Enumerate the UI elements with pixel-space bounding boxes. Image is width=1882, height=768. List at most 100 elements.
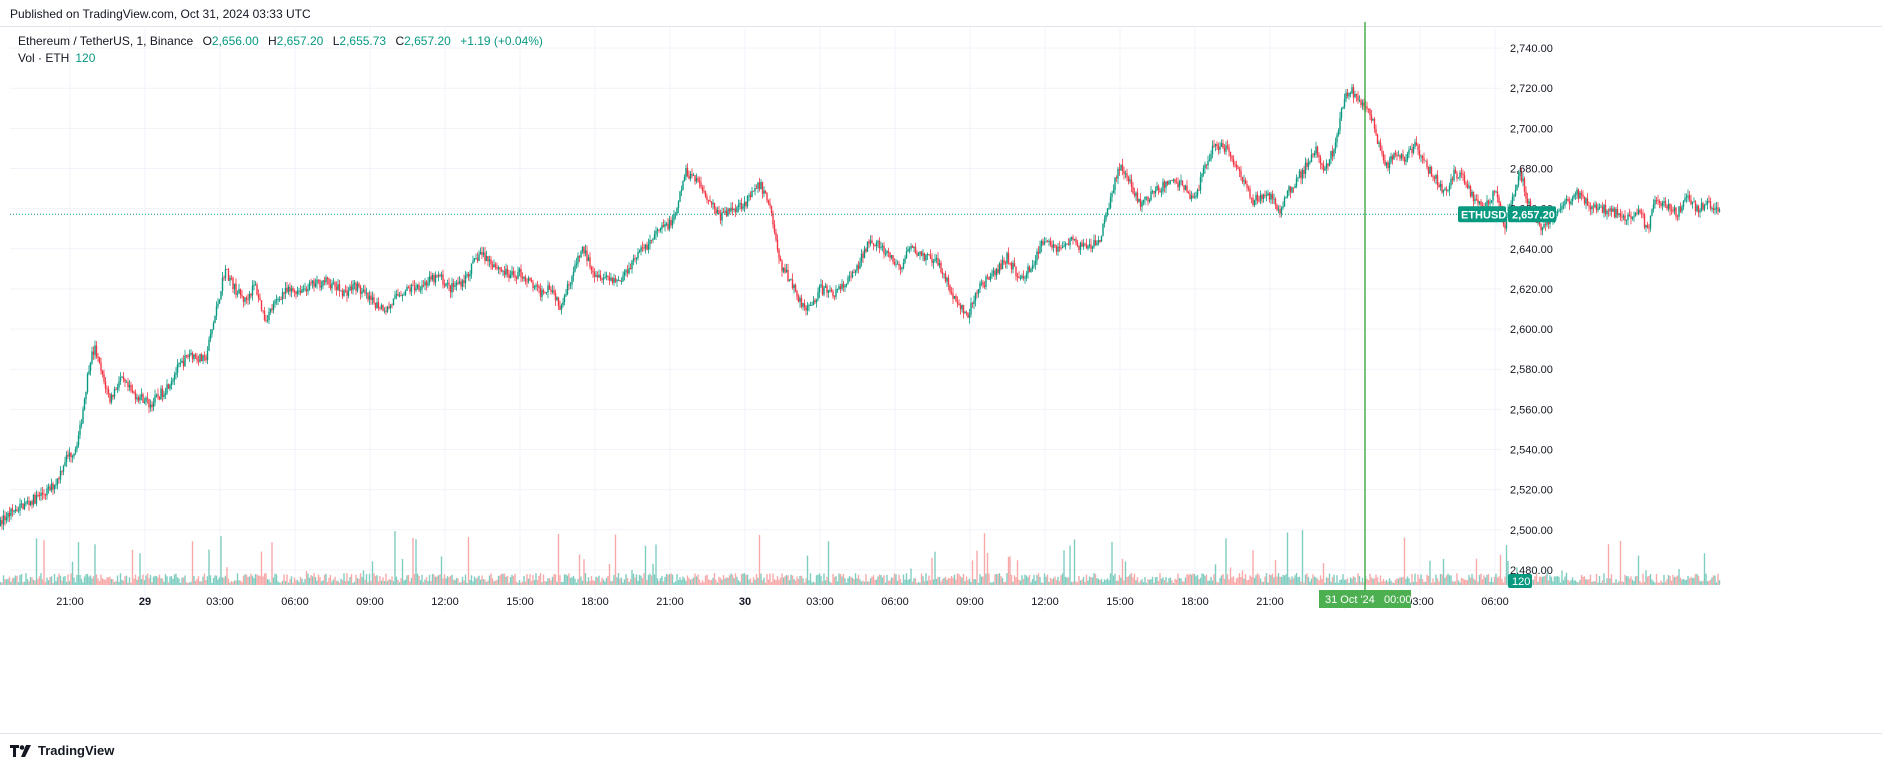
volume-bar — [1055, 580, 1058, 585]
candle-body — [1408, 149, 1410, 155]
candle-body — [958, 303, 960, 306]
footer-brand[interactable]: TradingView — [10, 743, 114, 758]
volume-bar — [1426, 574, 1428, 585]
candle-body — [562, 301, 564, 306]
candle-body — [1589, 206, 1592, 210]
candle-body — [97, 356, 99, 358]
candle-body — [698, 180, 701, 183]
volume-bar — [278, 582, 281, 585]
volume-bar — [836, 581, 839, 585]
volume-bar — [716, 582, 719, 585]
candle-body — [1247, 187, 1250, 189]
candle-body — [1004, 262, 1007, 264]
candle-body — [575, 263, 578, 266]
candle-body — [1015, 266, 1017, 277]
volume-bar — [370, 580, 372, 585]
volume-bar — [1370, 577, 1373, 585]
candle-body — [943, 273, 945, 275]
volume-bar — [220, 536, 222, 585]
volume-bar — [995, 574, 998, 585]
candle-body — [100, 362, 102, 371]
candle-body — [1336, 135, 1338, 143]
candle-body — [1282, 206, 1284, 209]
volume-bar — [1619, 541, 1622, 585]
volume-bar — [740, 574, 743, 585]
volume-bar — [304, 579, 306, 585]
candle-body — [904, 258, 906, 263]
candle-body — [1142, 199, 1145, 203]
time-axis[interactable]: 21:00 29 03:00 06:00 09:00 12:00 15:00 18:00 21:… — [56, 596, 1509, 608]
candle-body — [1411, 149, 1413, 153]
volume-bar — [523, 575, 525, 585]
candle-body — [1214, 144, 1217, 146]
volume-bar — [1001, 577, 1004, 585]
volume-bar — [97, 578, 99, 585]
candle-body — [143, 401, 146, 403]
price-axis[interactable]: 2,480.002,500.002,520.002,540.002,560.00… — [1510, 43, 1553, 577]
candle-body — [142, 394, 144, 403]
candle-body — [337, 284, 339, 290]
candle-body — [1405, 159, 1407, 162]
candle-body — [1087, 246, 1089, 249]
candle-body — [1463, 174, 1466, 184]
candle-body — [1379, 142, 1382, 151]
candle-body — [220, 291, 222, 300]
volume-bar — [1318, 580, 1320, 585]
candle-body — [350, 286, 353, 291]
candle-body — [1694, 201, 1697, 212]
candle-body — [443, 284, 446, 286]
candle-body — [1682, 200, 1685, 208]
volume-bar — [670, 573, 672, 585]
volume-bar — [1612, 582, 1614, 585]
candle-body — [796, 291, 798, 297]
volume-bar — [464, 574, 467, 585]
volume-bars — [0, 530, 1721, 585]
candle-body — [1489, 202, 1491, 204]
candle-body — [122, 376, 125, 380]
candle-body — [1582, 194, 1584, 198]
candle-body — [56, 478, 59, 485]
volume-bar — [781, 573, 783, 585]
volume-bar — [611, 581, 614, 585]
volume-bar — [400, 578, 402, 585]
volume-bar — [1406, 576, 1409, 585]
volume-bar — [746, 574, 749, 585]
volume-bar — [1259, 578, 1262, 585]
candle-body — [545, 292, 548, 294]
volume-bar — [923, 581, 926, 585]
volume-bar — [755, 574, 758, 585]
candle-body — [353, 282, 356, 285]
candle-body — [421, 285, 423, 290]
volume-bar — [710, 579, 713, 585]
volume-bar — [212, 578, 215, 585]
volume-bar — [764, 582, 767, 585]
symbol-name[interactable]: Ethereum / TetherUS, 1, Binance — [18, 34, 194, 48]
candle-body — [200, 354, 203, 362]
volume-bar — [1084, 581, 1086, 585]
volume-bar — [277, 581, 279, 585]
volume-bar — [1427, 575, 1430, 585]
volume-bar — [1232, 576, 1235, 585]
volume-bar — [752, 577, 755, 585]
candle-body — [331, 283, 333, 289]
candle-body — [629, 268, 632, 269]
candle-body — [170, 381, 173, 386]
candle-body — [1225, 145, 1227, 152]
volume-bar — [1148, 579, 1151, 585]
volume-legend[interactable]: Vol · ETH 120 — [18, 50, 95, 67]
candle-body — [1027, 266, 1029, 274]
candle-body — [1241, 177, 1244, 182]
candle-body — [790, 279, 792, 281]
volume-bar — [505, 576, 507, 585]
volume-bar — [311, 576, 314, 585]
candle-body — [344, 290, 347, 292]
volume-bar — [550, 580, 552, 585]
volume-bar — [326, 581, 329, 585]
volume-bar — [1393, 582, 1395, 585]
candle-body — [82, 409, 84, 424]
candle-body — [1249, 188, 1251, 198]
candle-body — [743, 201, 746, 207]
symbol-legend[interactable]: Ethereum / TetherUS, 1, Binance O2,656.0… — [18, 33, 543, 50]
price-axis-label: 2,520.00 — [1510, 485, 1553, 497]
